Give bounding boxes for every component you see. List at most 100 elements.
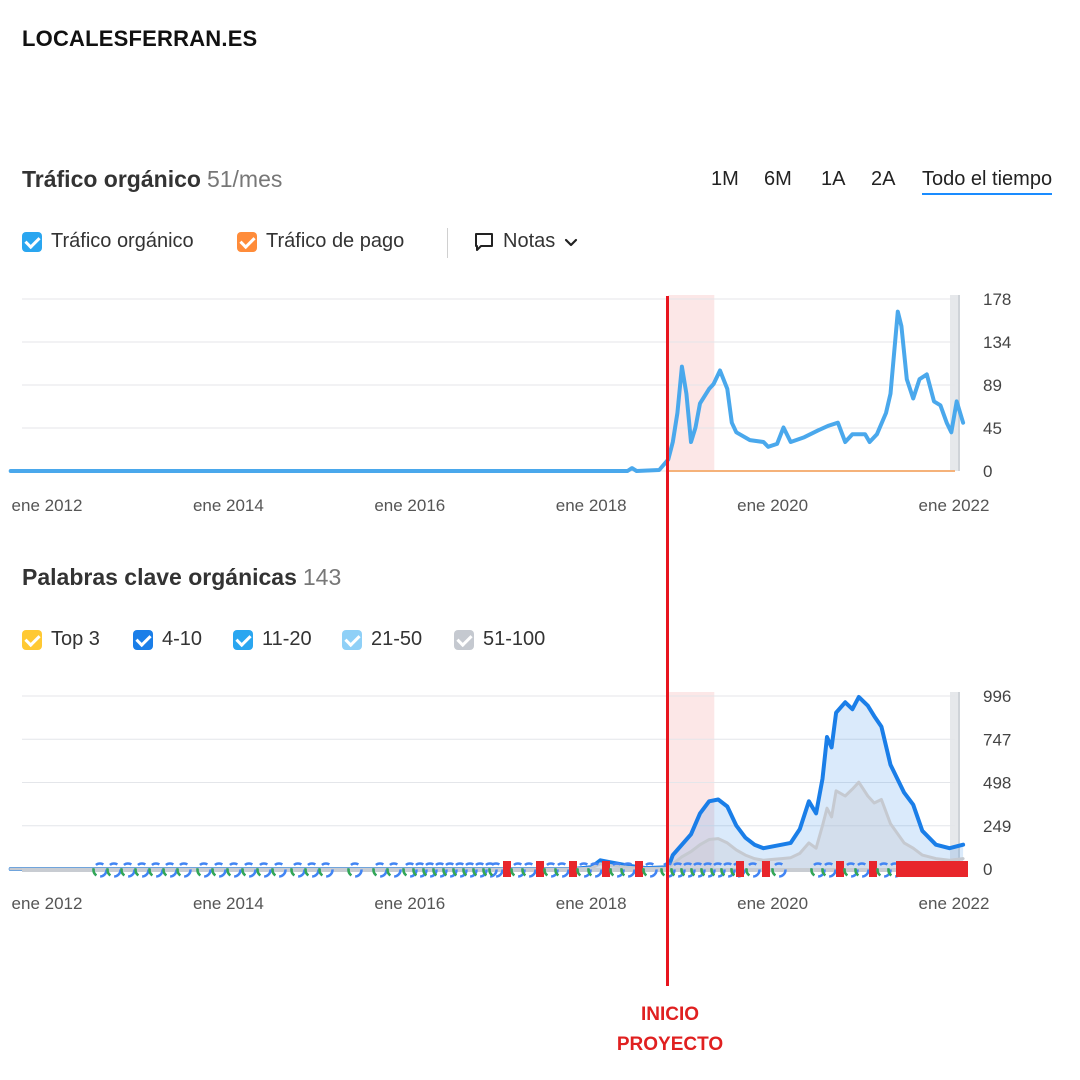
google-g-icon-accent — [771, 862, 787, 878]
google-g-icon-accent — [720, 862, 736, 878]
incomplete-period-band — [950, 295, 959, 471]
traffic-title: Tráfico orgánico — [22, 166, 201, 192]
google-g-icon-accent — [876, 862, 892, 878]
google-g-icon-accent — [412, 862, 428, 878]
legend-21-50[interactable]: 21-50 — [342, 628, 422, 651]
google-g-icon-accent — [304, 862, 320, 878]
range-all-time[interactable]: Todo el tiempo — [922, 168, 1053, 195]
x-tick-label: ene 2022 — [919, 496, 990, 515]
notes-dropdown[interactable]: Notas — [473, 230, 587, 253]
google-g-icon-accent — [510, 862, 526, 878]
checkbox-icon[interactable] — [22, 629, 42, 650]
google-g-icon-accent — [521, 862, 537, 878]
checkbox-icon[interactable] — [237, 231, 257, 252]
comment-icon — [475, 232, 493, 251]
google-g-icon-accent — [587, 862, 603, 878]
keywords-value: 143 — [302, 564, 342, 590]
google-g-icon-accent — [843, 862, 859, 878]
legend-label: Top 3 — [51, 628, 100, 650]
chevron-down-icon — [565, 238, 578, 246]
x-tick-label: ene 2018 — [556, 496, 627, 515]
google-g-icon-accent — [670, 862, 686, 878]
google-g-icon-accent — [690, 862, 706, 878]
serp-feature-marker — [635, 861, 643, 877]
range-1a[interactable]: 1A — [821, 168, 846, 190]
series-area-51-100 — [10, 782, 964, 869]
y-tick-label: 249 — [983, 817, 1011, 836]
legend-organic-traffic[interactable]: Tráfico orgánico — [22, 230, 194, 253]
legend-label: Tráfico orgánico — [51, 230, 194, 252]
legend-label: 21-50 — [371, 628, 423, 650]
google-g-icon-accent — [887, 862, 903, 878]
x-tick-label: ene 2012 — [12, 496, 83, 515]
serp-feature-marker — [869, 861, 877, 877]
google-g-icon-accent — [432, 862, 448, 878]
x-tick-label: ene 2014 — [193, 496, 264, 515]
checkbox-icon[interactable] — [233, 629, 253, 650]
serp-feature-marker — [936, 861, 944, 877]
legend-11-20[interactable]: 11-20 — [233, 628, 312, 651]
google-g-icon-accent — [700, 862, 716, 878]
google-g-icon-accent — [256, 862, 272, 878]
google-g-icon-accent — [810, 862, 826, 878]
checkbox-icon[interactable] — [454, 629, 474, 650]
y-tick-label: 996 — [983, 687, 1011, 706]
legend-label: 51-100 — [483, 628, 546, 650]
google-g-icon-accent — [452, 862, 468, 878]
legend-51-100[interactable]: 51-100 — [454, 628, 545, 651]
range-6m[interactable]: 6M — [764, 168, 792, 190]
serp-feature-marker — [928, 861, 936, 877]
google-g-icon-accent — [730, 862, 746, 878]
y-tick-label: 498 — [983, 774, 1011, 793]
google-g-icon-accent — [609, 862, 625, 878]
google-g-icon-accent — [318, 862, 334, 878]
legend-4-10[interactable]: 4-10 — [133, 628, 202, 651]
checkbox-icon[interactable] — [133, 629, 153, 650]
google-g-icon-accent — [660, 862, 676, 878]
checkbox-icon[interactable] — [342, 629, 362, 650]
legend-divider — [447, 228, 448, 258]
y-tick-label: 0 — [983, 860, 992, 879]
google-g-icon-accent — [402, 862, 418, 878]
range-1m[interactable]: 1M — [711, 168, 739, 190]
legend-top3[interactable]: Top 3 — [22, 628, 100, 651]
traffic-value: 51/mes — [206, 166, 283, 192]
y-tick-label: 45 — [983, 419, 1002, 438]
serp-feature-marker — [952, 861, 960, 877]
google-g-icon-accent — [472, 862, 488, 878]
serp-feature-marker — [602, 861, 610, 877]
google-g-icon-accent — [211, 862, 227, 878]
google-g-icon-accent — [422, 862, 438, 878]
google-g-icon-accent — [642, 862, 658, 878]
legend-paid-traffic[interactable]: Tráfico de pago — [237, 230, 404, 253]
google-g-icon-accent — [854, 862, 870, 878]
google-g-icon-accent — [554, 862, 570, 878]
google-g-icon-accent — [226, 862, 242, 878]
serp-feature-marker — [569, 861, 577, 877]
google-g-icon-accent — [162, 862, 178, 878]
checkbox-icon[interactable] — [22, 231, 42, 252]
x-tick-label: ene 2020 — [737, 894, 808, 913]
notes-label: Notas — [503, 230, 556, 252]
y-tick-label: 0 — [983, 462, 992, 481]
series-line-tr-fico-org-nico — [8, 309, 966, 473]
project-start-label: INICIO PROYECTO — [560, 1000, 780, 1060]
google-g-icon-accent — [442, 862, 458, 878]
google-g-icon-accent — [680, 862, 696, 878]
google-g-icon-accent — [148, 862, 164, 878]
legend-label: Tráfico de pago — [266, 230, 405, 252]
project-start-line — [666, 296, 669, 986]
keywords-title: Palabras clave orgánicas — [22, 564, 297, 590]
range-2a[interactable]: 2A — [871, 168, 896, 190]
google-g-icon-accent — [176, 862, 192, 878]
google-g-icon-accent — [92, 862, 108, 878]
serp-feature-marker — [896, 861, 904, 877]
google-g-icon-accent — [488, 862, 504, 878]
serp-feature-marker — [503, 861, 511, 877]
google-g-icon-accent — [745, 862, 761, 878]
y-tick-label: 178 — [983, 290, 1011, 309]
serp-feature-marker — [536, 861, 544, 877]
google-g-icon-accent — [372, 862, 388, 878]
